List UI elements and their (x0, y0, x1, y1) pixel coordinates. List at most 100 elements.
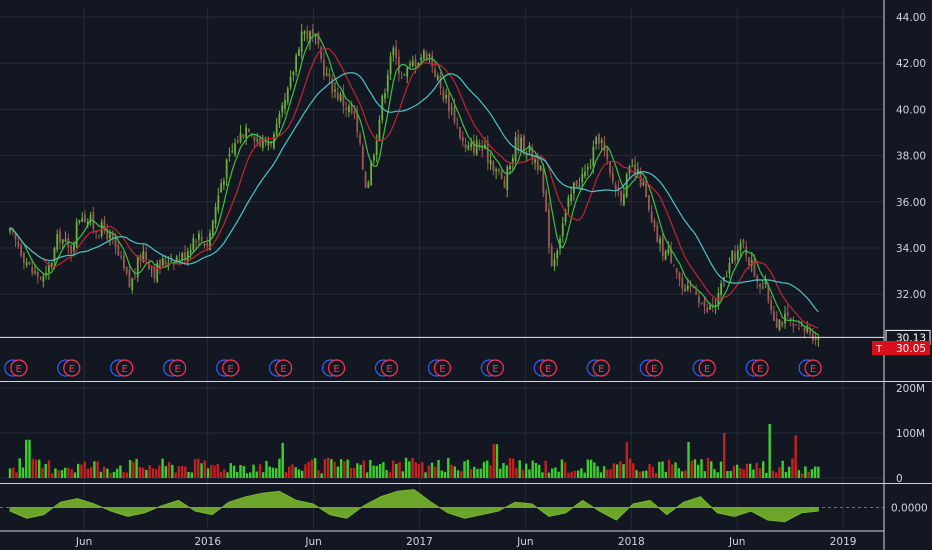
candle-body (298, 49, 300, 56)
candle-body (184, 252, 186, 261)
earnings-marker[interactable]: E (586, 359, 610, 377)
candle-body (317, 32, 320, 45)
candle-body (531, 147, 534, 161)
candle-body (603, 142, 606, 152)
earnings-marker[interactable]: E (692, 359, 716, 377)
price-tick-label: 34.00 (896, 243, 926, 255)
earnings-marker[interactable]: E (110, 359, 134, 377)
earnings-marker[interactable]: E (374, 359, 399, 377)
candle-body (170, 259, 173, 261)
axis-labels: 44.00 42.00 40.00 38.00 36.00 34.00 32.00 200M 1… (75, 12, 928, 548)
candle-body (459, 127, 461, 139)
candle-body (414, 59, 417, 66)
volume-bar (674, 462, 677, 478)
volume-bar (359, 464, 362, 478)
candle-body (528, 144, 531, 152)
candle-body (775, 318, 778, 328)
earnings-marker[interactable]: E (268, 359, 293, 377)
candle-body (22, 252, 25, 263)
earnings-marker[interactable]: E (216, 359, 240, 377)
volume-tick-label: 200M (896, 383, 925, 395)
earnings-marker[interactable]: E (4, 359, 28, 377)
candle-body (61, 239, 64, 244)
earnings-marker[interactable]: E (427, 359, 452, 377)
candle-body (600, 140, 603, 143)
candle-body (159, 259, 161, 269)
volume-bar (281, 442, 284, 478)
candle-body (575, 180, 578, 187)
candle-body (492, 161, 495, 171)
volume-bar (372, 465, 375, 478)
candle-body (39, 277, 42, 279)
candle-body (164, 260, 167, 264)
earnings-marker[interactable]: E (639, 359, 663, 377)
volume-bar (60, 470, 64, 478)
earnings-marker[interactable]: E (745, 359, 769, 377)
volume-bar (752, 469, 755, 478)
candle-body (511, 157, 514, 163)
volume-bar (268, 466, 271, 478)
earnings-marker[interactable]: E (163, 359, 187, 377)
candle-body (784, 313, 786, 324)
candle-body (539, 165, 542, 170)
volume-bar (450, 464, 453, 478)
earnings-marker[interactable]: E (57, 359, 81, 377)
volume-bar (440, 470, 443, 478)
volume-bar (687, 442, 690, 478)
candle-body (636, 168, 639, 173)
candle-body (236, 140, 239, 144)
candle-body (703, 301, 706, 307)
volume-bar (44, 463, 47, 478)
candle-body (695, 291, 698, 295)
volume-bar (385, 470, 388, 478)
volume-bar (115, 468, 119, 478)
candle-body (736, 250, 739, 260)
volume-bar (664, 471, 667, 478)
earnings-marker[interactable]: E (533, 359, 557, 377)
volume-bar (171, 464, 174, 478)
candle-body (234, 143, 236, 155)
volume-bar (671, 464, 674, 478)
earnings-marker[interactable]: E (480, 359, 504, 377)
volume-bar (106, 468, 109, 478)
candle-body (373, 155, 375, 161)
volume-bar (456, 470, 460, 478)
volume-bar (508, 458, 512, 478)
candle-body (167, 262, 170, 264)
earnings-label: E (439, 364, 445, 375)
candle-body (403, 73, 406, 75)
volume-bar (102, 466, 106, 478)
candle-body (56, 233, 59, 250)
volume-bar (787, 466, 791, 478)
volume-bar (8, 468, 12, 478)
candle-body (625, 174, 628, 198)
candle-body (584, 171, 586, 177)
candle-body (478, 142, 481, 148)
volume-bar (125, 472, 129, 478)
volume-bar (34, 459, 38, 478)
earnings-label: E (651, 364, 657, 375)
candle-body (470, 143, 473, 148)
candle-body (342, 91, 345, 107)
volume-bar (453, 466, 456, 478)
volume-bar (47, 460, 51, 478)
candle-body (425, 53, 428, 60)
candle-body (803, 327, 806, 332)
candle-body (756, 276, 759, 282)
volume-bar (726, 471, 729, 478)
earnings-marker[interactable]: E (321, 359, 346, 377)
candle-body (70, 245, 73, 254)
candle-body (364, 171, 367, 188)
volume-bar (18, 458, 21, 478)
volume-bar (693, 459, 697, 478)
volume-bar (736, 464, 739, 478)
volume-bar (317, 470, 320, 478)
volume-bar (86, 468, 90, 478)
earnings-marker[interactable]: E (798, 359, 822, 377)
volume-bar (291, 464, 294, 478)
candle-body (267, 142, 270, 146)
candle-body (75, 221, 78, 248)
volume-bar (495, 444, 499, 478)
